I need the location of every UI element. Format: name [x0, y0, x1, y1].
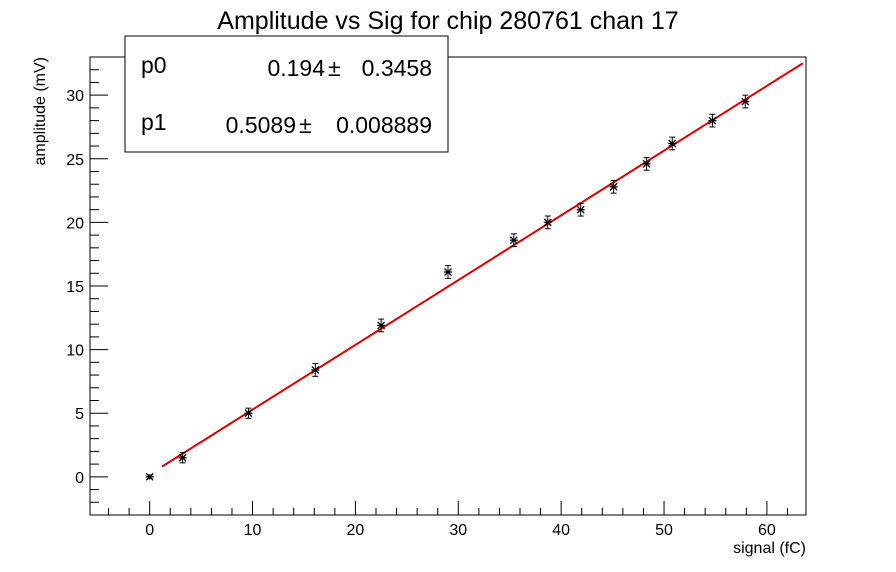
y-tick-label: 5 [75, 406, 84, 423]
data-point [609, 179, 618, 194]
data-point [377, 318, 386, 333]
data-points-group [145, 94, 750, 481]
x-axis-label: signal (fC) [733, 540, 806, 557]
data-point [668, 136, 677, 151]
y-tick-label: 0 [75, 470, 84, 487]
data-point [509, 233, 518, 248]
x-tick-label: 40 [552, 522, 570, 539]
data-point [178, 452, 187, 464]
stat-p1-pm: ± [299, 112, 312, 138]
data-point [444, 265, 452, 279]
y-tick-label: 10 [66, 343, 84, 360]
fit-line-group [161, 62, 804, 468]
x-tick-label: 10 [244, 522, 262, 539]
x-axis: 0 10 20 30 40 50 60 [108, 501, 788, 539]
stat-p1-name: p1 [141, 109, 167, 135]
stat-p1-error: 0.008889 [336, 112, 432, 138]
stat-p0-name: p0 [141, 52, 167, 78]
data-point [708, 113, 717, 128]
stat-p1-value: 0.5089 [226, 112, 296, 138]
y-tick-label: 15 [66, 279, 84, 296]
x-tick-label: 20 [347, 522, 365, 539]
x-tick-label: 50 [655, 522, 673, 539]
data-point [576, 202, 585, 217]
y-axis-label: amplitude (mV) [32, 57, 49, 165]
stat-p0-error: 0.3458 [362, 55, 432, 81]
x-tick-label: 0 [145, 522, 154, 539]
y-tick-label: 20 [66, 215, 84, 232]
data-point [311, 363, 320, 377]
data-point [145, 472, 154, 481]
fit-line [161, 62, 804, 468]
y-tick-label: 25 [66, 152, 84, 169]
x-tick-label: 30 [449, 522, 467, 539]
chart-title: Amplitude vs Sig for chip 280761 chan 17 [217, 7, 678, 35]
data-point [543, 215, 552, 230]
stats-box-frame [124, 35, 449, 153]
data-point [642, 157, 651, 171]
stat-p0-pm: ± [328, 55, 341, 81]
y-axis: 0 5 10 15 20 25 30 [66, 56, 108, 516]
data-point [244, 407, 253, 419]
stat-p0-value: 0.194 [267, 55, 325, 81]
data-point [741, 94, 750, 109]
stats-box: p0 0.194 ± 0.3458 p1 0.5089 ± 0.008889 [124, 35, 449, 153]
y-tick-label: 30 [66, 88, 84, 105]
x-tick-label: 60 [758, 522, 776, 539]
